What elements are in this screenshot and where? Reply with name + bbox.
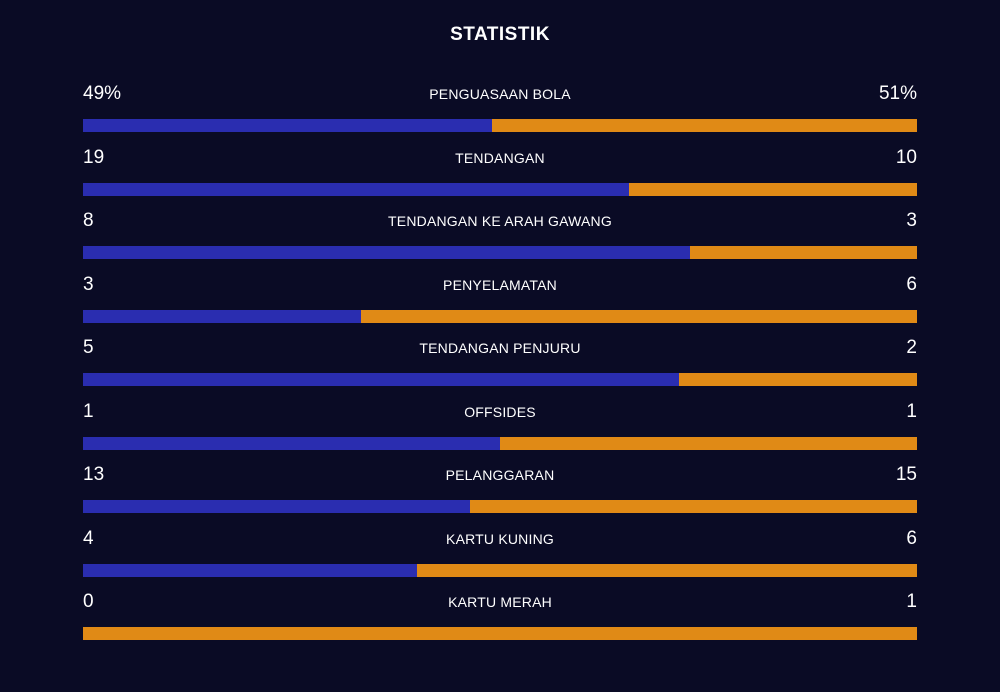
away-value: 15 — [895, 464, 917, 485]
away-bar-segment — [500, 436, 917, 450]
away-bar-segment — [416, 563, 917, 577]
away-bar-segment — [83, 627, 917, 640]
away-bar-segment — [491, 119, 917, 132]
stat-label: TENDANGAN KE ARAH GAWANG — [388, 213, 612, 229]
stat-label: OFFSIDES — [464, 403, 536, 420]
stat-row: 13 PELANGGARAN 15 — [83, 461, 917, 525]
stat-row: 8 TENDANGAN KE ARAH GAWANG 3 — [83, 207, 917, 271]
stats-list: 49% PENGUASAAN BOLA 51% 19 TENDANGAN 10 8 TENDA… — [83, 80, 917, 652]
away-value: 51% — [878, 83, 917, 104]
home-bar-segment — [83, 182, 630, 196]
stat-bar — [83, 373, 917, 386]
away-bar-segment — [470, 500, 917, 513]
home-bar-segment — [83, 436, 500, 450]
home-bar-segment — [83, 500, 471, 513]
home-bar-segment — [83, 119, 492, 132]
away-value: 6 — [906, 273, 917, 295]
stat-row: 5 TENDANGAN PENJURU 2 — [83, 334, 917, 398]
away-value: 10 — [895, 146, 917, 168]
stat-bar — [83, 182, 917, 196]
away-value: 6 — [906, 527, 917, 549]
home-value: 19 — [83, 146, 105, 168]
away-bar-segment — [678, 373, 917, 386]
stat-bar — [83, 246, 917, 259]
stat-bar — [83, 563, 917, 577]
stat-row: 4 KARTU KUNING 6 — [83, 525, 917, 589]
away-value: 2 — [906, 337, 917, 358]
home-bar-segment — [83, 246, 690, 259]
home-bar-segment — [83, 373, 679, 386]
home-value: 4 — [83, 527, 94, 549]
away-bar-segment — [629, 182, 917, 196]
stat-row: 1 OFFSIDES 1 — [83, 398, 917, 462]
home-value: 49% — [83, 83, 122, 104]
stat-bar — [83, 500, 917, 513]
home-bar-segment — [83, 309, 361, 323]
home-value: 5 — [83, 337, 94, 358]
stat-row: 49% PENGUASAAN BOLA 51% — [83, 80, 917, 144]
stat-label: TENDANGAN — [455, 149, 545, 166]
away-value: 1 — [906, 591, 917, 612]
home-value: 3 — [83, 273, 94, 295]
stat-bar — [83, 119, 917, 132]
stat-label: KARTU MERAH — [448, 594, 552, 610]
home-value: 8 — [83, 210, 94, 231]
stat-row: 0 KARTU MERAH 1 — [83, 588, 917, 652]
home-value: 1 — [83, 400, 94, 422]
away-bar-segment — [689, 246, 917, 259]
away-value: 1 — [906, 400, 917, 422]
stat-label: PENYELAMATAN — [443, 276, 557, 293]
home-value: 0 — [83, 591, 94, 612]
stat-label: KARTU KUNING — [446, 530, 554, 547]
stat-label: TENDANGAN PENJURU — [419, 340, 581, 356]
home-bar-segment — [83, 563, 417, 577]
stat-bar — [83, 436, 917, 450]
chart-title: STATISTIK — [450, 24, 550, 45]
stat-bar — [83, 627, 917, 640]
stat-row: 3 PENYELAMATAN 6 — [83, 271, 917, 335]
away-bar-segment — [360, 309, 917, 323]
stat-label: PENGUASAAN BOLA — [429, 86, 571, 102]
away-value: 3 — [906, 210, 917, 231]
stat-bar — [83, 309, 917, 323]
home-value: 13 — [83, 464, 105, 485]
stat-label: PELANGGARAN — [445, 467, 555, 483]
stat-row: 19 TENDANGAN 10 — [83, 144, 917, 208]
